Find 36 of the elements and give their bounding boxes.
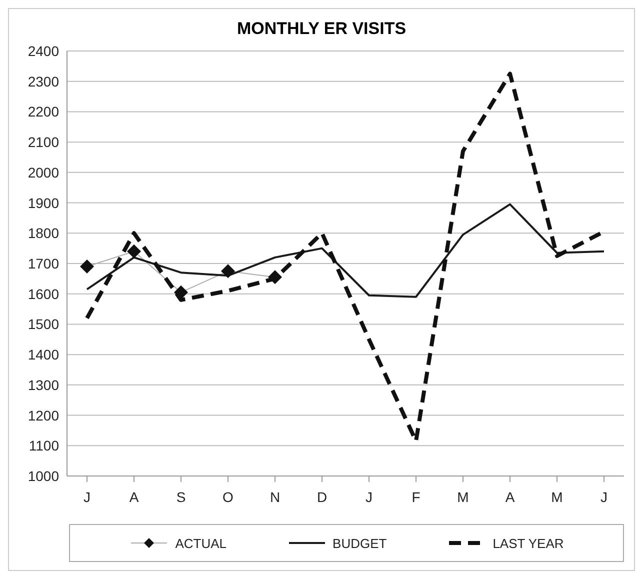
y-tick-label: 2000 <box>28 164 60 180</box>
point <box>174 285 188 300</box>
y-tick-label: 2100 <box>28 134 60 150</box>
y-tick-label: 1900 <box>28 194 60 211</box>
y-tick-label: 1400 <box>28 346 60 363</box>
legend-label: LAST YEAR <box>492 536 564 550</box>
x-tick-label: J <box>600 488 608 505</box>
x-tick-label: D <box>316 488 328 505</box>
x-tick-label: F <box>412 488 420 505</box>
y-tick-label: 2400 <box>28 42 60 59</box>
x-tick-label: A <box>505 488 516 505</box>
point <box>80 260 94 274</box>
legend-label: ACTUAL <box>175 536 227 550</box>
y-tick-label: 1300 <box>28 376 60 393</box>
x-tick-label: N <box>270 488 280 505</box>
x-tick-label: A <box>129 488 140 505</box>
y-tick-label: 1000 <box>28 468 60 484</box>
y-tick-label: 1100 <box>28 438 60 454</box>
x-tick-label: M <box>551 488 563 505</box>
y-tick-label: 1700 <box>28 255 60 272</box>
y-tick-label: 1800 <box>28 225 60 242</box>
x-tick-label: O <box>222 488 234 505</box>
chart-title: MONTHLY ER VISITS <box>236 18 408 40</box>
x-tick-label: M <box>457 488 469 505</box>
x-tick-label: J <box>366 488 372 505</box>
y-tick-label: 1200 <box>28 407 60 424</box>
x-tick-label: S <box>176 488 186 505</box>
y-tick-label: 1500 <box>28 316 60 332</box>
y-tick-label: 2300 <box>28 73 60 90</box>
y-tick-label: 2200 <box>28 104 60 120</box>
point <box>127 244 141 258</box>
legend-label: BUDGET <box>332 536 387 550</box>
point <box>268 270 282 284</box>
y-tick-label: 1600 <box>28 286 60 302</box>
point <box>221 264 235 278</box>
x-tick-label: J <box>84 488 90 505</box>
